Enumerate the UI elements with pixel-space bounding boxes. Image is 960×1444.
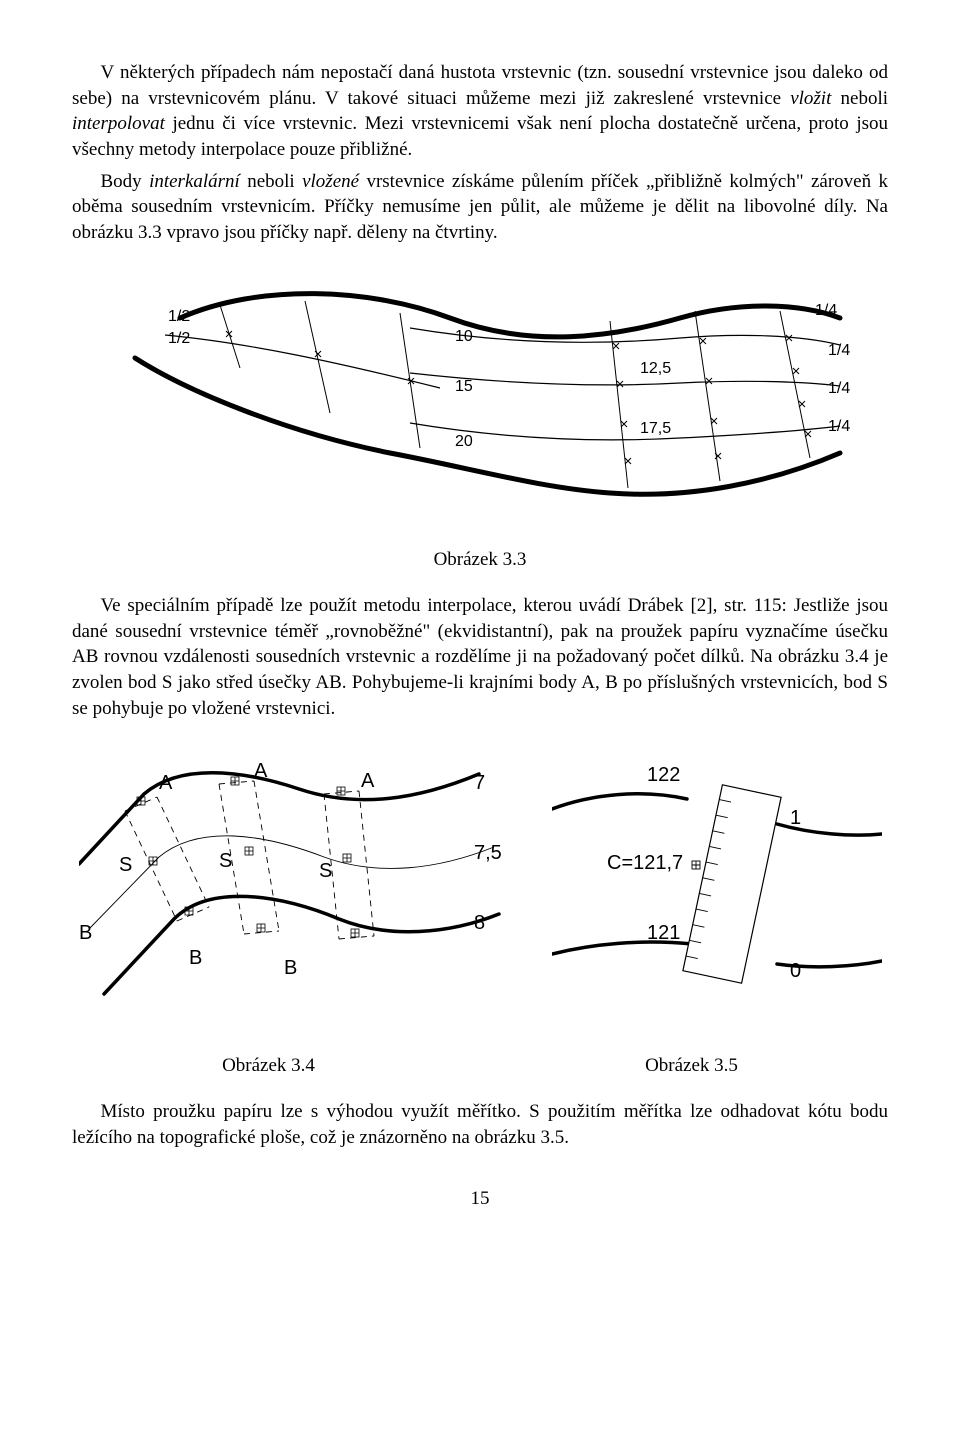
figure-3-3-svg: 1/2 1/2 10 15 20 12,5 17,5 1/4 1/4 1/4 1… bbox=[110, 263, 850, 533]
p2-mid1: neboli bbox=[240, 171, 302, 192]
p2-italic-interkalarni: interkalární bbox=[149, 171, 240, 192]
fig34-label-S2: S bbox=[219, 850, 232, 872]
fig34-label-B1: B bbox=[79, 922, 92, 944]
fig35-label-C: C=121,7 bbox=[607, 852, 683, 874]
fig33-label-15: 15 bbox=[455, 378, 473, 395]
fig34-label-B2: B bbox=[189, 947, 202, 969]
p1-text-after: jednu či více vrstevnic. Mezi vrstevnice… bbox=[72, 113, 888, 160]
fig34-label-S3: S bbox=[319, 860, 332, 882]
fig33-label-10: 10 bbox=[455, 328, 473, 345]
fig34-label-8: 8 bbox=[474, 912, 485, 934]
p1-italic-interpolovat: interpolovat bbox=[72, 113, 165, 134]
fig35-label-0: 0 bbox=[790, 960, 801, 982]
paragraph-2: Body interkalární neboli vložené vrstevn… bbox=[72, 169, 888, 246]
paragraph-3: Ve speciálním případě lze použít metodu … bbox=[72, 593, 888, 721]
p2-italic-vlozene: vložené bbox=[302, 171, 359, 192]
fig33-label-175: 17,5 bbox=[640, 420, 671, 437]
fig34-label-75: 7,5 bbox=[474, 842, 502, 864]
figure-3-3: 1/2 1/2 10 15 20 12,5 17,5 1/4 1/4 1/4 1… bbox=[72, 263, 888, 533]
fig33-label-q4: 1/4 bbox=[828, 418, 850, 435]
fig35-label-1: 1 bbox=[790, 807, 801, 829]
figure-3-4-caption: Obrázek 3.4 bbox=[72, 1053, 465, 1079]
p1-text-before: V některých případech nám nepostačí daná… bbox=[72, 62, 888, 109]
fig34-label-A3: A bbox=[361, 770, 375, 792]
fig33-label-half-top: 1/2 bbox=[168, 308, 190, 325]
fig34-label-A1: A bbox=[159, 772, 173, 794]
fig33-label-q2: 1/4 bbox=[828, 342, 850, 359]
fig34-label-S1: S bbox=[119, 854, 132, 876]
p1-italic-vlozit: vložit bbox=[790, 88, 831, 109]
fig33-label-half-bot: 1/2 bbox=[168, 330, 190, 347]
fig33-label-q3: 1/4 bbox=[828, 380, 850, 397]
p2-text-before: Body bbox=[101, 171, 150, 192]
figures-3-4-3-5-row: A A A S S S B B B 7 7,5 8 bbox=[72, 739, 888, 1029]
paragraph-1: V některých případech nám nepostačí daná… bbox=[72, 60, 888, 163]
fig34-label-B3: B bbox=[284, 957, 297, 979]
fig34-label-A2: A bbox=[254, 760, 268, 782]
page-number: 15 bbox=[72, 1186, 888, 1212]
figure-3-4-svg: A A A S S S B B B 7 7,5 8 bbox=[79, 739, 519, 1029]
paragraph-4: Místo proužku papíru lze s výhodou využí… bbox=[72, 1099, 888, 1150]
fig35-label-121: 121 bbox=[647, 922, 680, 944]
fig33-label-125: 12,5 bbox=[640, 360, 671, 377]
figure-3-5-caption: Obrázek 3.5 bbox=[495, 1053, 888, 1079]
fig34-label-7: 7 bbox=[474, 772, 485, 794]
figure-3-3-caption: Obrázek 3.3 bbox=[72, 547, 888, 573]
fig33-label-20: 20 bbox=[455, 433, 473, 450]
p1-mid1: neboli bbox=[831, 88, 888, 109]
fig33-label-q1: 1/4 bbox=[815, 302, 837, 319]
fig35-label-122: 122 bbox=[647, 764, 680, 786]
figure-3-5-svg: 122 121 C=121,7 1 0 bbox=[552, 739, 882, 1029]
